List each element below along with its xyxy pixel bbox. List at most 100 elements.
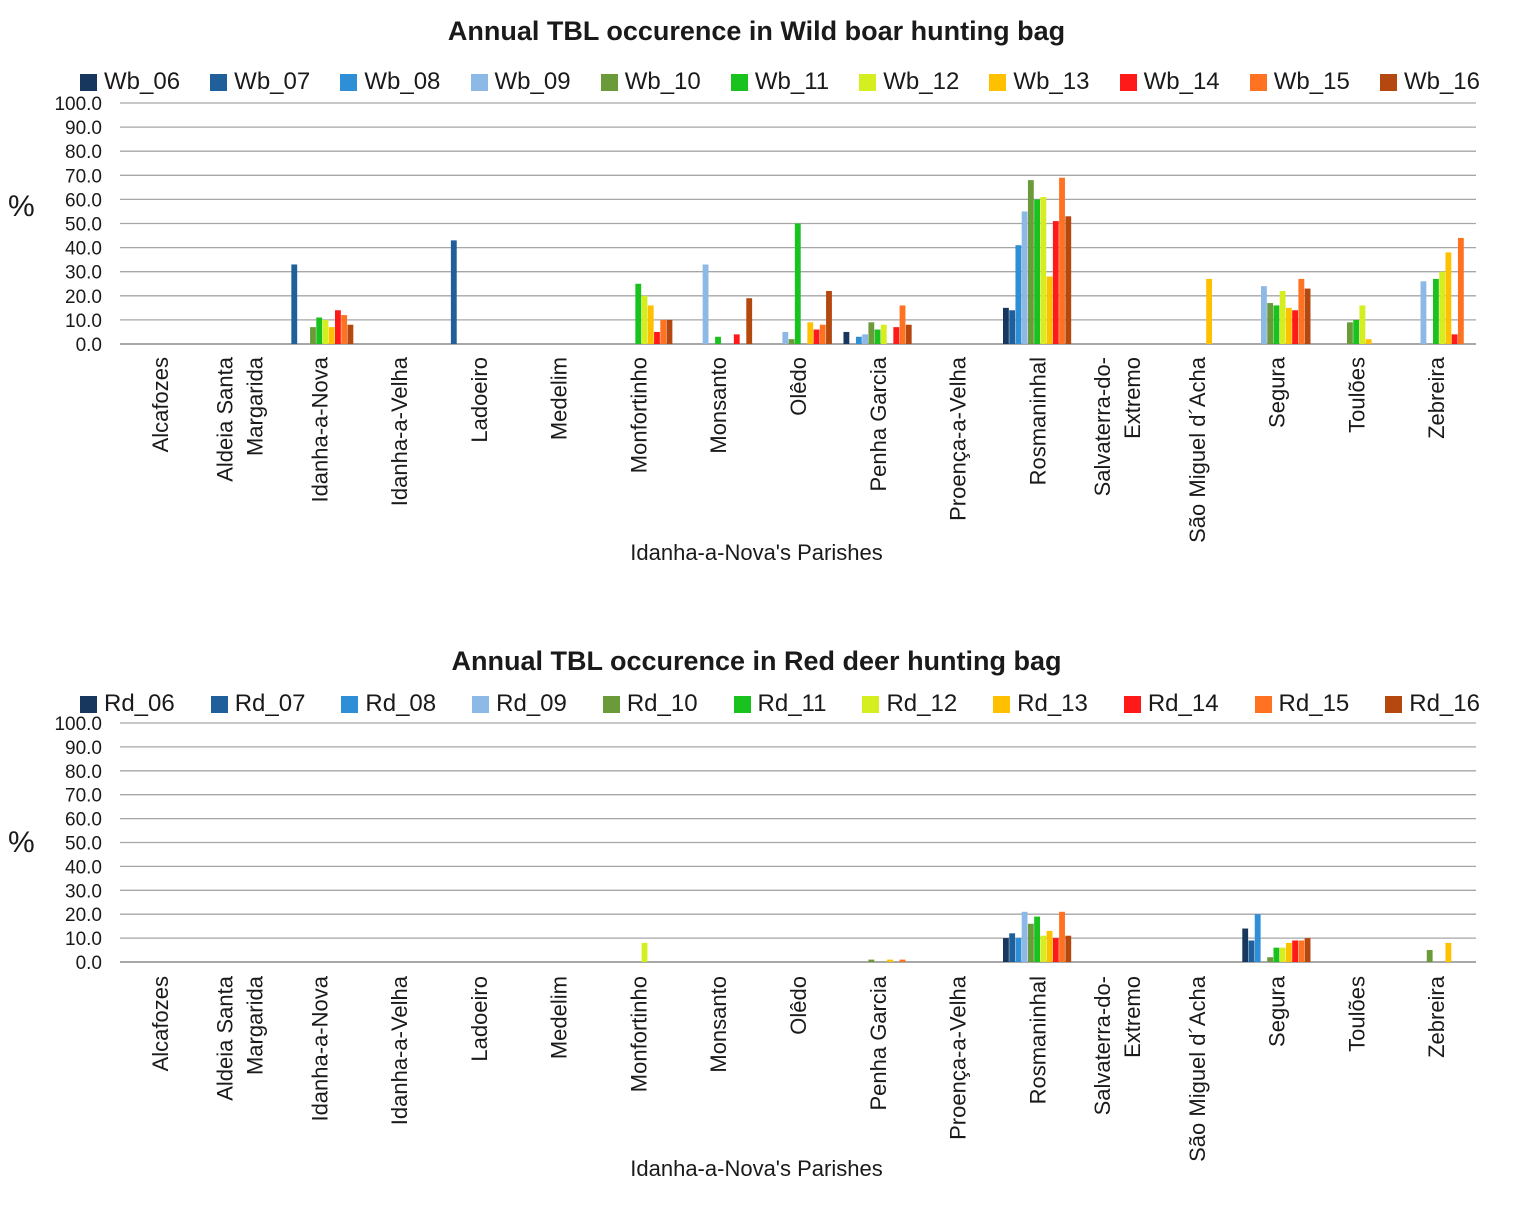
- bar: [635, 283, 642, 344]
- bar: [813, 329, 820, 344]
- x-axis-label: Idanha-a-Nova's Parishes: [630, 1156, 883, 1181]
- x-tick-label: Salvaterra-do-: [1090, 357, 1115, 496]
- bar: [862, 334, 869, 344]
- bar: [1359, 305, 1366, 344]
- bar: [1034, 916, 1041, 962]
- bar: [746, 298, 753, 344]
- bar: [733, 334, 740, 344]
- y-tick-label: 40.0: [65, 239, 102, 260]
- legend-item: Rd_14: [1123, 690, 1219, 718]
- x-tick-label: Extremo: [1120, 357, 1145, 439]
- bar: [1059, 177, 1065, 344]
- bar: [1015, 938, 1022, 962]
- legend-item: Rd_07: [210, 690, 305, 718]
- bar: [1267, 957, 1274, 962]
- y-tick-label: 70.0: [65, 786, 102, 807]
- x-tick-label: Alcafozes: [148, 976, 173, 1071]
- bar: [1292, 940, 1299, 962]
- bar: [641, 942, 648, 962]
- x-tick-label: Olêdo: [786, 357, 811, 416]
- x-tick-label: Monsanto: [706, 976, 731, 1073]
- bar: [1420, 281, 1427, 344]
- bar: [1432, 278, 1439, 344]
- legend-item: Wb_08: [340, 68, 440, 96]
- legend-swatch: [340, 73, 358, 91]
- bar: [1027, 180, 1034, 344]
- bar: [788, 339, 795, 344]
- x-tick-label: Medelim: [547, 976, 572, 1059]
- bar: [887, 959, 893, 962]
- x-tick-label: Aldeia Santa: [213, 356, 238, 482]
- legend-swatch: [1123, 695, 1141, 713]
- x-tick-label: São Miguel d´Acha: [1185, 975, 1210, 1162]
- bar: [843, 331, 850, 344]
- y-tick-label: 30.0: [65, 881, 102, 902]
- legend-swatch: [1379, 73, 1397, 91]
- legend-label: Wb_13: [1013, 68, 1090, 95]
- x-tick-label: Segura: [1265, 975, 1290, 1047]
- bar: [1248, 940, 1255, 962]
- x-tick-label: Rosmaninhal: [1025, 976, 1050, 1104]
- bar: [1279, 947, 1286, 962]
- legend-swatch: [210, 73, 228, 91]
- legend-label: Wb_08: [364, 68, 441, 95]
- y-axis-label: %: [8, 826, 35, 859]
- bar: [1040, 196, 1047, 344]
- bar: [819, 324, 826, 344]
- bar: [1353, 319, 1360, 344]
- bar: [347, 324, 354, 344]
- bar: [826, 290, 832, 344]
- x-tick-label: São Miguel d´Acha: [1185, 356, 1210, 543]
- bar: [328, 327, 335, 344]
- legend-swatch: [341, 695, 359, 713]
- x-tick-label: Margarida: [243, 356, 268, 456]
- y-tick-label: 80.0: [65, 142, 102, 163]
- x-tick-label: Penha Garcia: [866, 975, 891, 1110]
- x-tick-label: Monfortinho: [626, 976, 651, 1092]
- legend-item: Wb_11: [730, 68, 830, 96]
- y-tick-label: 80.0: [65, 762, 102, 783]
- y-tick-label: 70.0: [65, 166, 102, 187]
- bar: [715, 336, 721, 344]
- legend-label: Rd_08: [365, 690, 437, 717]
- legend-swatch: [859, 73, 877, 91]
- legend-label: Wb_12: [883, 68, 960, 95]
- bar: [1365, 339, 1372, 344]
- x-tick-label: Toulões: [1344, 976, 1369, 1052]
- legend-item: Rd_13: [993, 690, 1088, 718]
- bar: [1426, 950, 1433, 962]
- x-tick-label: Salvaterra-do-: [1090, 976, 1115, 1115]
- legend-label: Wb_11: [754, 68, 830, 95]
- bar: [702, 264, 709, 344]
- y-tick-label: 100.0: [54, 714, 102, 735]
- x-tick-label: Olêdo: [786, 976, 811, 1035]
- bar: [1002, 307, 1009, 344]
- legend-swatch: [1385, 695, 1403, 713]
- bar: [1027, 923, 1034, 962]
- x-tick-label: Idanha-a-Nova: [307, 356, 332, 502]
- bar: [654, 331, 660, 344]
- bar: [1292, 310, 1299, 344]
- x-tick-label: Proença-a-Velha: [946, 356, 971, 521]
- bar: [1285, 307, 1292, 344]
- legend-swatch: [733, 695, 751, 713]
- x-tick-label: Ladoeiro: [467, 357, 492, 443]
- bar: [1002, 938, 1009, 962]
- y-tick-label: 100.0: [54, 94, 102, 115]
- chart-title: Annual TBL occurence in Wild boar huntin…: [447, 16, 1066, 46]
- legend-label: Rd_09: [496, 690, 567, 717]
- bar: [1052, 221, 1059, 344]
- x-tick-label: Idanha-a-Velha: [387, 975, 412, 1125]
- bar: [1346, 322, 1353, 344]
- legend-item: Wb_07: [210, 68, 310, 96]
- x-tick-label: Monsanto: [706, 357, 731, 454]
- legend-label: Wb_07: [234, 68, 311, 95]
- legend-label: Rd_13: [1017, 690, 1088, 717]
- y-tick-label: 10.0: [65, 311, 102, 332]
- bar: [1242, 928, 1249, 962]
- x-tick-label: Idanha-a-Nova: [307, 975, 332, 1121]
- bar: [1273, 305, 1280, 344]
- bar: [666, 319, 673, 344]
- bar: [1279, 290, 1286, 344]
- chart-title: Annual TBL occurence in Red deer hunting…: [451, 646, 1062, 676]
